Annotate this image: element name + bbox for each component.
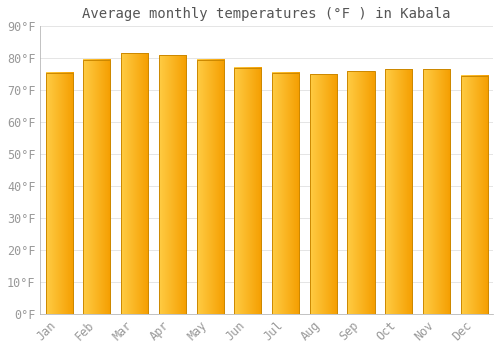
Bar (272, 72, 299, 314)
Bar (234, 68, 262, 314)
Bar (423, 69, 450, 314)
Bar (121, 54, 148, 314)
Bar (460, 76, 488, 314)
Bar (46, 72, 73, 314)
Bar (196, 60, 224, 314)
Title: Average monthly temperatures (°F ) in Kabala: Average monthly temperatures (°F ) in Ka… (82, 7, 451, 21)
Bar (385, 69, 412, 314)
Bar (348, 71, 374, 314)
Bar (84, 60, 110, 314)
Bar (159, 55, 186, 314)
Bar (310, 74, 337, 314)
